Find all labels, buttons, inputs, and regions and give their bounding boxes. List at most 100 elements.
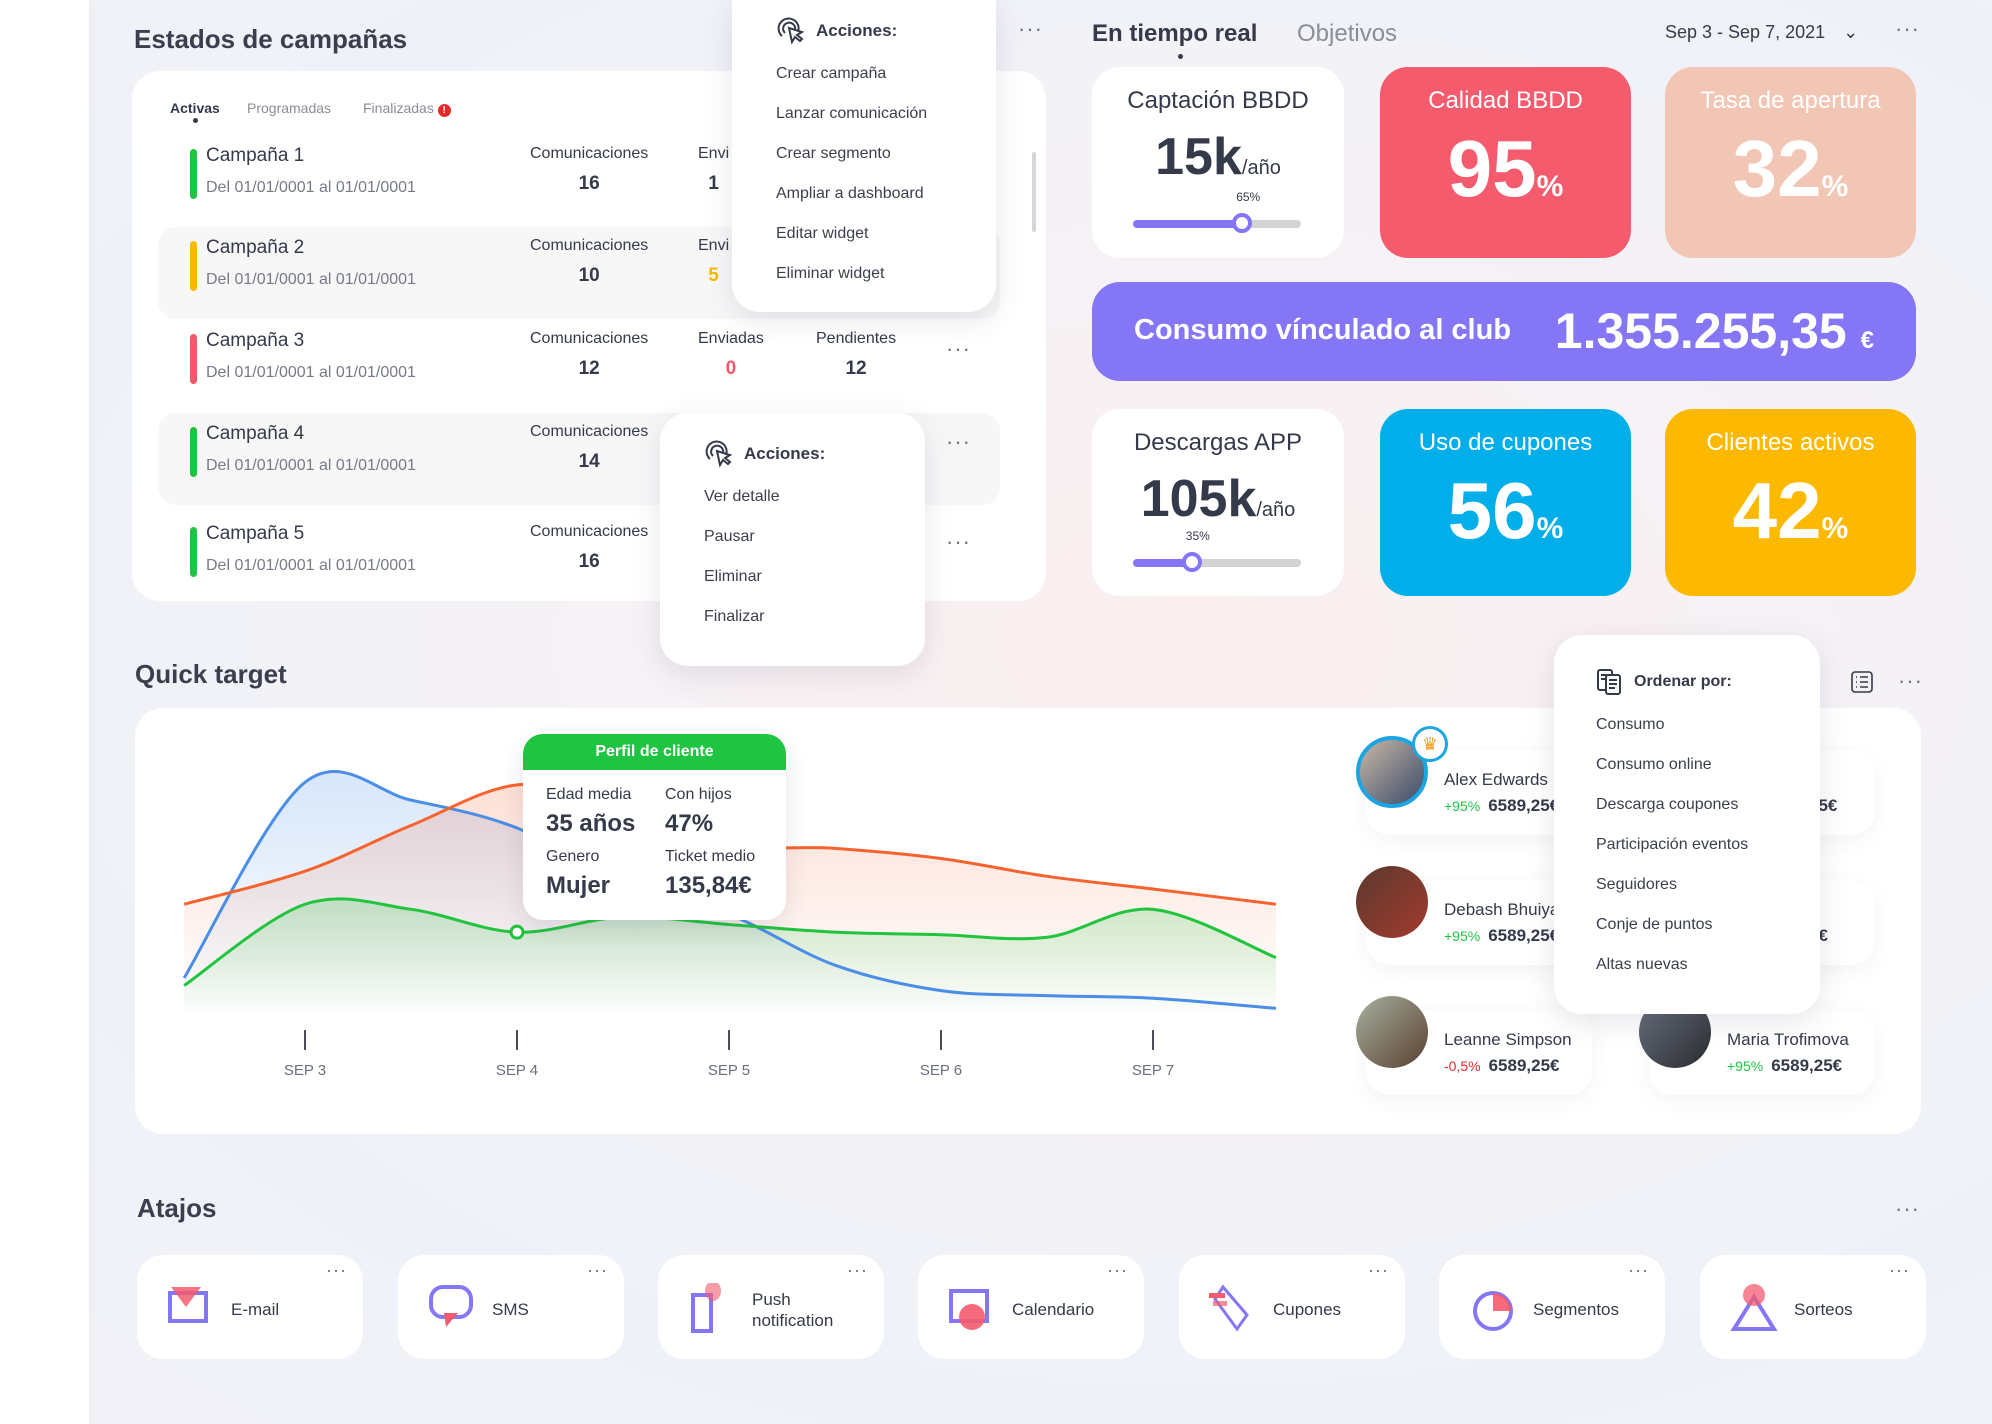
kpi-unit: /año	[1256, 499, 1296, 521]
menu-item[interactable]: Descarga coupones	[1596, 796, 1739, 813]
menu-item[interactable]: Participación eventos	[1596, 836, 1749, 853]
shortcut-more-button[interactable]: ···	[1889, 1260, 1910, 1280]
menu-item[interactable]: Ampliar a dashboard	[776, 185, 924, 202]
status-bar	[190, 149, 197, 199]
customer-card[interactable]: Leanne Simpson -0,5% 6589,25€	[1356, 996, 1592, 1095]
shortcut-cupones[interactable]: Cupones ···	[1179, 1255, 1405, 1359]
shortcut-segmentos[interactable]: Segmentos ···	[1439, 1255, 1665, 1359]
shortcut-sorteos[interactable]: Sorteos ···	[1700, 1255, 1926, 1359]
customer-delta: +95%	[1444, 928, 1481, 944]
x-tick-label: SEP 6	[919, 1062, 963, 1079]
enviadas-label: Enviadas	[698, 330, 764, 347]
captacion-progress: 65%	[1133, 190, 1301, 233]
shortcut-sms[interactable]: SMS ···	[398, 1255, 624, 1359]
ticket-value: 135,84€	[665, 872, 752, 899]
shortcut-push-notification[interactable]: Push notification ···	[658, 1255, 884, 1359]
customer-name: Leanne Simpson	[1444, 1030, 1572, 1049]
menu-item[interactable]: Lanzar comunicación	[776, 105, 928, 122]
shortcut-label: Calendario	[1012, 1300, 1095, 1319]
customer-name: Debash Bhuiya	[1444, 900, 1560, 919]
pendientes-value: 12	[845, 358, 867, 379]
customer-amount: 6589,25€	[1771, 1056, 1843, 1075]
kpi-title: Captación BBDD	[1127, 87, 1309, 114]
kpi-value: 95	[1447, 124, 1537, 213]
shortcut-e-mail[interactable]: E-mail ···	[137, 1255, 363, 1359]
kpi-clientes: Clientes activos 42%	[1665, 409, 1916, 596]
campaign-row[interactable]: Campaña 5 Del 01/01/0001 al 01/01/0001 C…	[158, 513, 1000, 605]
campaign-row[interactable]: Campaña 1 Del 01/01/0001 al 01/01/0001 C…	[158, 135, 1000, 227]
shortcut-more-button[interactable]: ···	[326, 1260, 347, 1280]
quick-target-title: Quick target	[135, 659, 287, 689]
comunicaciones-label: Comunicaciones	[530, 237, 649, 254]
shortcut-more-button[interactable]: ···	[847, 1260, 868, 1280]
shortcut-more-button[interactable]: ···	[1628, 1260, 1649, 1280]
menu-item[interactable]: Eliminar	[704, 568, 762, 585]
menu-item[interactable]: Finalizar	[704, 608, 765, 625]
menu-item[interactable]: Conje de puntos	[1596, 916, 1713, 933]
comunicaciones-value: 16	[578, 551, 600, 572]
menu-item[interactable]: Eliminar widget	[776, 265, 885, 282]
campaign-row[interactable]: Campaña 3 Del 01/01/0001 al 01/01/0001 C…	[158, 320, 1000, 412]
comunicaciones-value: 14	[578, 451, 600, 472]
kpi-value: 42	[1732, 466, 1822, 555]
avatar	[1356, 866, 1428, 938]
shortcut-more-button[interactable]: ···	[1107, 1260, 1128, 1280]
quick-target-more-button[interactable]: ···	[1898, 668, 1923, 693]
customer-card[interactable]: Maria Trofimova +95% 6589,25€	[1639, 996, 1875, 1095]
cursor-click-icon	[777, 17, 804, 45]
hijos-label: Con hijos	[665, 786, 732, 803]
menu-item[interactable]: Pausar	[704, 528, 755, 545]
edad-value: 35 años	[546, 810, 636, 837]
kpi-unit: %	[1536, 170, 1564, 203]
genero-label: Genero	[546, 848, 600, 865]
comunicaciones-value: 16	[578, 173, 600, 194]
enviadas-label: Envi	[698, 237, 730, 254]
crown-icon: ♛	[1412, 726, 1448, 762]
kpi-title: Descargas APP	[1133, 429, 1303, 456]
consumo-value: 1.355.255,35	[1554, 303, 1847, 359]
shortcut-calendario[interactable]: Calendario ···	[918, 1255, 1144, 1359]
comunicaciones-label: Comunicaciones	[530, 523, 649, 540]
x-tick-label: SEP 5	[707, 1062, 751, 1079]
kpi-title: Uso de cupones	[1418, 429, 1593, 456]
scrollbar[interactable]	[1032, 152, 1036, 232]
shortcut-more-button[interactable]: ···	[587, 1260, 608, 1280]
menu-item[interactable]: Ver detalle	[704, 488, 780, 505]
row-actions-menu: Acciones: Ver detalle Pausar Eliminar Final…	[660, 413, 925, 666]
kpi-unit: %	[1821, 170, 1849, 203]
atajos-more-button[interactable]: ···	[1895, 1196, 1920, 1221]
pendientes-label: Pendientes	[816, 330, 897, 347]
slider-knob[interactable]	[1232, 213, 1253, 233]
date-range-dropdown[interactable]: Sep 3 - Sep 7, 2021 ⌄	[1665, 22, 1858, 43]
document-list-icon	[1597, 669, 1621, 695]
menu-item[interactable]: Crear segmento	[776, 145, 891, 162]
kpi-value: 105k	[1140, 470, 1257, 528]
slider-knob[interactable]	[1181, 552, 1202, 572]
enviadas-value: 0	[725, 358, 737, 379]
menu-item[interactable]: Consumo	[1596, 716, 1665, 733]
list-view-icon[interactable]	[1851, 671, 1873, 693]
menu-item[interactable]: Crear campaña	[776, 65, 887, 82]
menu-item[interactable]: Consumo online	[1596, 756, 1712, 773]
menu-item[interactable]: Seguidores	[1596, 876, 1677, 893]
shortcut-label: Segmentos	[1533, 1300, 1619, 1319]
enviadas-label: Envi	[698, 145, 730, 162]
tab-tiempo-real[interactable]: En tiempo real	[1092, 20, 1258, 47]
shortcut-more-button[interactable]: ···	[1368, 1260, 1389, 1280]
campaign-name: Campaña 5	[206, 523, 305, 544]
x-tick-label: SEP 7	[1131, 1062, 1175, 1079]
enviadas-value: 5	[708, 265, 719, 286]
shortcut-icon	[1473, 1291, 1513, 1331]
kpi-cupones: Uso de cupones 56%	[1380, 409, 1631, 596]
campaign-dates: Del 01/01/0001 al 01/01/0001	[206, 557, 416, 574]
tab-activas[interactable]: Activas	[170, 100, 220, 116]
menu-item[interactable]: Editar widget	[776, 225, 869, 242]
tab-finalizadas[interactable]: Finalizadas !	[363, 100, 451, 117]
tab-objetivos[interactable]: Objetivos	[1297, 20, 1398, 47]
menu-item[interactable]: Altas nuevas	[1596, 956, 1688, 973]
tab-programadas[interactable]: Programadas	[247, 100, 332, 116]
kpi-descargas: Descargas APP 105k/año 35%	[1092, 409, 1344, 596]
campaign-dates: Del 01/01/0001 al 01/01/0001	[206, 271, 416, 288]
highlighted-point[interactable]	[509, 924, 525, 940]
status-bar	[190, 527, 197, 577]
